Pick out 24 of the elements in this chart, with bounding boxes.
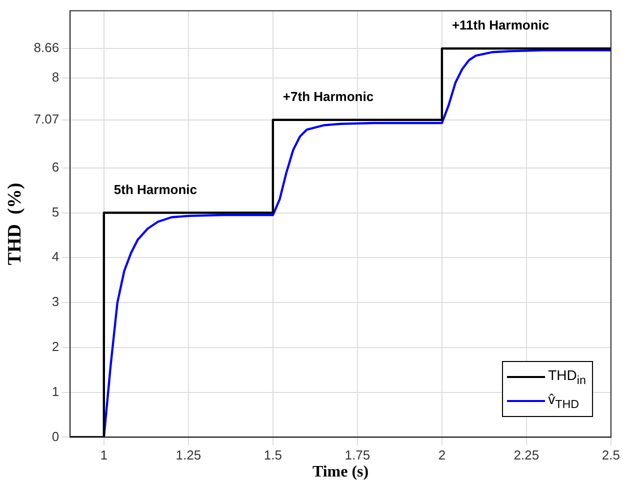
x-tick-label: 2.5 <box>602 448 620 463</box>
y-tick-label: 6 <box>52 159 60 174</box>
annotation: 5th Harmonic <box>114 182 197 197</box>
y-tick-label: 0 <box>52 428 60 444</box>
y-tick-label: 4 <box>52 249 60 264</box>
y-tick-label: 8 <box>52 70 60 85</box>
x-axis-title: Time (s) <box>312 464 369 481</box>
legend-label: v̂$_{THD}$ <box>548 391 580 412</box>
legend-label: THD$_{in}$ <box>548 367 586 388</box>
x-tick-label: 1 <box>100 448 108 463</box>
y-tick-label: 2 <box>52 339 60 354</box>
y-tick-label: 3 <box>52 294 60 310</box>
y-tick-label: 5 <box>52 204 60 220</box>
annotation: +7th Harmonic <box>282 88 374 104</box>
x-tick-label: 1.5 <box>264 448 282 463</box>
annotation: +11th Harmonic <box>452 18 550 33</box>
x-tick-label: 2 <box>438 448 446 463</box>
x-tick-label: 1.25 <box>176 448 202 463</box>
y-axis-title: THD (%) <box>4 182 26 266</box>
y-tick-label: 1 <box>52 384 60 399</box>
y-tick-label: 7.07 <box>34 111 60 126</box>
x-tick-label: 1.75 <box>344 448 370 463</box>
y-tick-label: 8.66 <box>34 40 60 56</box>
x-tick-label: 2.25 <box>514 448 540 463</box>
